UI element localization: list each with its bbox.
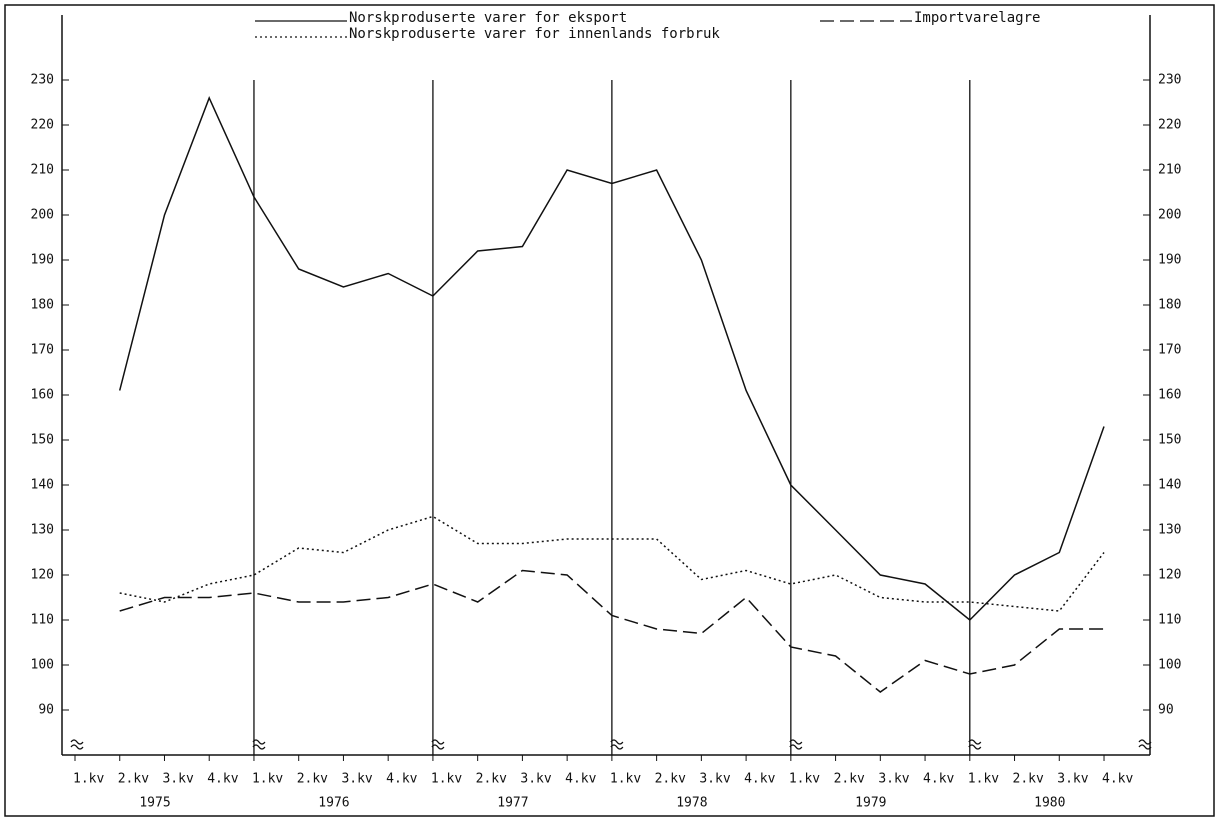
axis-break [70, 739, 84, 750]
y2-tick-label: 140 [1158, 478, 1181, 493]
x-tick-label: 1.kv [431, 772, 462, 787]
y-tick-label: 160 [31, 388, 54, 403]
y2-tick-label: 220 [1158, 118, 1181, 133]
year-label: 1977 [497, 796, 528, 811]
y2-tick-label: 230 [1158, 73, 1181, 88]
series-line [118, 96, 1105, 622]
y2-tick-label: 200 [1158, 208, 1181, 223]
series-line [119, 515, 1105, 612]
x-tick-label: 4.kv [207, 772, 238, 787]
x-tick-label: 1.kv [252, 772, 283, 787]
x-tick-label: 3.kv [1057, 772, 1088, 787]
axis-break [968, 739, 982, 750]
x-tick-label: 4.kv [1102, 772, 1133, 787]
legend-label: Norskproduserte varer for eksport [349, 10, 627, 26]
y-tick-label: 190 [31, 253, 54, 268]
x-tick-label: 1.kv [73, 772, 104, 787]
y2-tick-label: 110 [1158, 613, 1181, 628]
y2-tick-label: 100 [1158, 658, 1181, 673]
y2-tick-label: 150 [1158, 433, 1181, 448]
x-tick-label: 3.kv [878, 772, 909, 787]
y-tick-label: 170 [31, 343, 54, 358]
legend-label: Importvarelagre [914, 10, 1040, 26]
frame [4, 4, 1215, 817]
y2-tick-label: 160 [1158, 388, 1181, 403]
x-tick-label: 4.kv [923, 772, 954, 787]
y2-tick-label: 130 [1158, 523, 1181, 538]
y-tick-label: 140 [31, 478, 54, 493]
y2-tick-label: 170 [1158, 343, 1181, 358]
axis-break [789, 739, 803, 750]
axis-break [431, 739, 445, 750]
y-tick-label: 210 [31, 163, 54, 178]
x-tick-label: 2.kv [297, 772, 328, 787]
legend-label: Norskproduserte varer for innenlands for… [349, 26, 720, 42]
x-tick-label: 1.kv [789, 772, 820, 787]
y2-tick-label: 120 [1158, 568, 1181, 583]
y-tick-label: 130 [31, 523, 54, 538]
x-tick-label: 4.kv [565, 772, 596, 787]
plot: 90 90 100 100 110 110 120 120 130 130 140 140 150 150… [31, 10, 1182, 811]
x-tick-label: 2.kv [655, 772, 686, 787]
x-tick-label: 3.kv [162, 772, 193, 787]
y2-tick-label: 180 [1158, 298, 1181, 313]
x-tick-label: 1.kv [968, 772, 999, 787]
y2-tick-label: 90 [1158, 703, 1174, 718]
x-tick-label: 4.kv [386, 772, 417, 787]
year-label: 1980 [1034, 796, 1065, 811]
y-tick-label: 120 [31, 568, 54, 583]
x-tick-label: 3.kv [341, 772, 372, 787]
y-tick-label: 180 [31, 298, 54, 313]
series-line [119, 569, 1104, 693]
y-tick-label: 230 [31, 73, 54, 88]
y-tick-label: 200 [31, 208, 54, 223]
year-label: 1978 [676, 796, 707, 811]
y-tick-label: 220 [31, 118, 54, 133]
x-tick-label: 3.kv [520, 772, 551, 787]
y-tick-label: 90 [38, 703, 54, 718]
y-tick-label: 100 [31, 658, 54, 673]
x-tick-label: 4.kv [744, 772, 775, 787]
axis-break [610, 739, 624, 750]
axis-break [252, 739, 266, 750]
y-tick-label: 110 [31, 613, 54, 628]
year-label: 1975 [139, 796, 170, 811]
x-tick-label: 1.kv [610, 772, 641, 787]
y2-tick-label: 210 [1158, 163, 1181, 178]
x-tick-label: 2.kv [476, 772, 507, 787]
year-label: 1979 [855, 796, 886, 811]
x-tick-label: 2.kv [834, 772, 865, 787]
x-tick-label: 3.kv [699, 772, 730, 787]
x-tick-label: 2.kv [1013, 772, 1044, 787]
y2-tick-label: 190 [1158, 253, 1181, 268]
axis-break [1138, 739, 1152, 750]
year-label: 1976 [318, 796, 349, 811]
x-tick-label: 2.kv [118, 772, 149, 787]
y-tick-label: 150 [31, 433, 54, 448]
